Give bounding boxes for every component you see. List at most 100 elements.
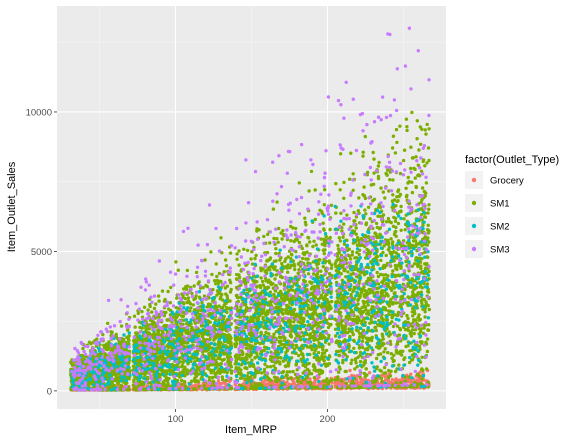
point-sm1 bbox=[402, 357, 406, 362]
point-sm1 bbox=[353, 256, 357, 260]
point-grocery bbox=[367, 371, 372, 375]
point-sm1 bbox=[194, 294, 198, 298]
point-sm1 bbox=[320, 351, 325, 355]
point-grocery bbox=[189, 385, 193, 389]
point-sm1 bbox=[307, 236, 311, 240]
point-sm1 bbox=[414, 185, 418, 190]
point-sm1 bbox=[286, 263, 290, 267]
point-sm1 bbox=[424, 132, 428, 136]
point-sm1 bbox=[299, 380, 303, 385]
point-sm1 bbox=[346, 270, 350, 274]
point-sm1 bbox=[382, 244, 386, 248]
point-sm1 bbox=[404, 195, 409, 199]
point-sm1 bbox=[343, 338, 347, 342]
point-sm1 bbox=[306, 380, 310, 384]
point-sm1 bbox=[423, 164, 427, 168]
point-sm1 bbox=[203, 258, 207, 262]
point-sm1 bbox=[319, 269, 323, 273]
point-sm1 bbox=[388, 332, 393, 336]
point-sm1 bbox=[402, 148, 407, 152]
point-sm1 bbox=[327, 272, 332, 276]
point-sm1 bbox=[264, 313, 268, 317]
point-sm1 bbox=[300, 352, 305, 356]
point-sm1 bbox=[169, 285, 173, 290]
point-sm1 bbox=[412, 331, 416, 336]
point-sm1 bbox=[224, 378, 228, 383]
point-sm1 bbox=[411, 314, 415, 318]
point-sm1 bbox=[235, 257, 239, 261]
point-sm1 bbox=[388, 374, 393, 378]
point-sm1 bbox=[338, 239, 342, 243]
point-sm1 bbox=[224, 292, 228, 296]
point-sm1 bbox=[210, 272, 214, 277]
point-sm1 bbox=[254, 253, 258, 258]
point-sm1 bbox=[272, 259, 277, 263]
point-sm1 bbox=[233, 362, 237, 366]
point-grocery bbox=[408, 379, 413, 383]
point-grocery bbox=[285, 380, 289, 384]
point-sm1 bbox=[406, 295, 410, 299]
point-sm1 bbox=[427, 203, 431, 207]
point-sm1 bbox=[308, 240, 312, 244]
point-sm1 bbox=[421, 159, 425, 164]
point-sm1 bbox=[339, 379, 344, 383]
point-sm1 bbox=[253, 375, 257, 379]
point-sm1 bbox=[334, 349, 339, 354]
point-sm1 bbox=[235, 252, 239, 256]
point-sm1 bbox=[279, 342, 283, 347]
point-sm1 bbox=[146, 308, 150, 312]
point-sm1 bbox=[395, 140, 399, 145]
point-sm1 bbox=[276, 240, 280, 244]
point-sm1 bbox=[69, 360, 73, 364]
point-sm1 bbox=[426, 380, 431, 384]
point-sm1 bbox=[385, 318, 389, 322]
point-grocery bbox=[355, 374, 360, 378]
point-sm1 bbox=[237, 273, 241, 277]
point-sm1 bbox=[392, 353, 396, 357]
point-sm1 bbox=[267, 332, 271, 336]
point-sm1 bbox=[312, 376, 317, 380]
point-sm1 bbox=[345, 213, 349, 217]
point-sm1 bbox=[212, 279, 217, 283]
point-sm1 bbox=[302, 316, 306, 321]
point-sm1 bbox=[310, 347, 314, 352]
point-sm1 bbox=[273, 277, 277, 281]
point-sm1 bbox=[262, 345, 267, 349]
point-sm1 bbox=[424, 367, 429, 371]
point-sm1 bbox=[393, 216, 398, 220]
point-sm1 bbox=[423, 128, 427, 132]
point-sm1 bbox=[286, 377, 290, 381]
point-sm1 bbox=[119, 324, 124, 328]
point-sm1 bbox=[423, 215, 427, 219]
point-grocery bbox=[264, 382, 269, 386]
point-sm1 bbox=[341, 235, 345, 239]
point-sm1 bbox=[385, 173, 389, 177]
point-sm1 bbox=[199, 308, 203, 313]
point-sm1 bbox=[390, 320, 394, 324]
point-sm1 bbox=[322, 252, 326, 256]
point-sm1 bbox=[268, 241, 272, 245]
point-sm1 bbox=[415, 372, 420, 377]
point-sm1 bbox=[394, 127, 399, 132]
point-sm1 bbox=[218, 344, 222, 348]
point-sm1 bbox=[264, 330, 268, 335]
point-sm1 bbox=[224, 264, 229, 268]
point-sm1 bbox=[337, 236, 341, 240]
point-sm1 bbox=[361, 150, 365, 154]
point-sm1 bbox=[185, 300, 189, 305]
point-sm1 bbox=[406, 181, 410, 185]
point-sm1 bbox=[350, 330, 354, 334]
point-sm1 bbox=[304, 223, 308, 227]
point-sm1 bbox=[419, 264, 423, 268]
point-sm1 bbox=[391, 284, 395, 288]
point-grocery bbox=[319, 381, 324, 386]
point-sm1 bbox=[338, 152, 343, 156]
point-sm1 bbox=[322, 203, 326, 207]
point-sm1 bbox=[334, 211, 338, 215]
point-sm1 bbox=[419, 341, 424, 345]
point-sm1 bbox=[313, 188, 317, 192]
point-sm1 bbox=[372, 157, 376, 161]
point-sm1 bbox=[364, 367, 368, 371]
point-grocery bbox=[222, 381, 227, 385]
point-sm1 bbox=[416, 264, 420, 269]
